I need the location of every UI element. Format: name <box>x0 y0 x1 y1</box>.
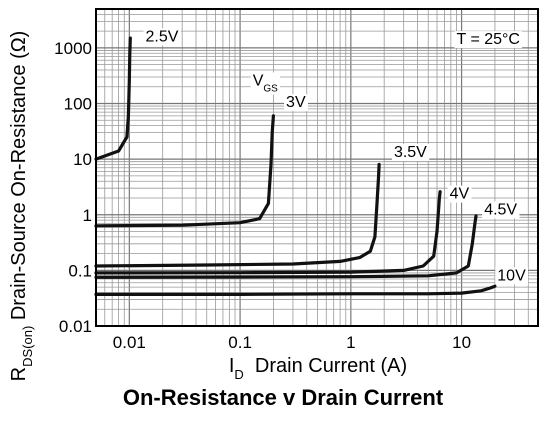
annotation-background <box>454 31 522 49</box>
annotation-subscript: GS <box>263 84 278 95</box>
series-label-group: 4.5V <box>482 201 520 219</box>
series-label-background <box>143 28 181 46</box>
series-label: 3V <box>286 94 306 111</box>
series-label-group: 2.5V <box>143 28 181 46</box>
y-tick-label: 0.01 <box>59 317 92 336</box>
x-axis-title-rest: Drain Current (A) <box>244 355 407 377</box>
series-line <box>94 284 497 296</box>
x-tick-label: 0.01 <box>113 333 146 352</box>
curve-layer <box>94 36 497 296</box>
series-label-text: 10V <box>497 267 526 284</box>
series-label-text: 3.5V <box>394 144 427 161</box>
annotation: T = 25°C <box>457 31 520 48</box>
series-label-group: 10V <box>495 267 529 285</box>
label-layer: 2.5V 3V 3.5V 4V 4.5V 10V T = 25°C VGS <box>143 28 529 285</box>
annotation: VGS <box>253 73 278 95</box>
x-tick-label: 0.1 <box>228 333 252 352</box>
series-line <box>94 214 478 279</box>
annotation-group: VGS <box>250 72 281 95</box>
y-tick-label: 1 <box>83 206 92 225</box>
series-line <box>94 36 132 161</box>
y-axis-title-main: R <box>8 367 30 381</box>
y-tick-label: 10 <box>73 150 92 169</box>
y-tick-label: 100 <box>64 95 92 114</box>
x-tick-label: 1 <box>346 333 355 352</box>
y-axis-title: RDS(on) Drain-Source On-Resistance (Ω) <box>8 31 35 382</box>
tick-layer: 0.01 0.1 1 10 0.01 0.1 1 10 100 1000 <box>54 39 471 352</box>
series-label-background <box>482 201 520 219</box>
series-line <box>94 190 442 275</box>
series-line <box>94 114 275 228</box>
series-label: 2.5V <box>146 28 179 45</box>
series-label-background <box>447 185 472 203</box>
series-label-group: 4V <box>447 185 472 203</box>
series-label: 10V <box>497 267 526 284</box>
annotation-text: T = 25°C <box>457 31 520 48</box>
annotation-background <box>250 72 281 95</box>
x-axis-title: ID Drain Current (A) <box>229 355 407 382</box>
series-label-background <box>495 267 529 285</box>
series-label: 4V <box>450 186 470 203</box>
series-line <box>94 162 381 268</box>
plot-frame <box>95 8 539 327</box>
chart-title: On-Resistance v Drain Current <box>123 385 444 410</box>
y-axis-title-sub: DS(on) <box>20 326 35 367</box>
series-label-group: 3V <box>284 94 308 112</box>
annotation-group: T = 25°C <box>454 31 522 49</box>
x-axis-title-main: I <box>229 355 235 377</box>
y-tick-label: 1000 <box>54 39 92 58</box>
x-axis-title-sub: D <box>234 367 243 382</box>
series-label-background <box>284 94 308 112</box>
series-label-text: 4V <box>450 186 470 203</box>
series-label-text: 2.5V <box>146 28 179 45</box>
series-label-text: 4.5V <box>484 201 517 218</box>
y-axis-title-rest: Drain-Source On-Resistance (Ω) <box>8 31 30 326</box>
frame-layer <box>95 8 539 327</box>
series-label: 4.5V <box>484 201 517 218</box>
series-label-group: 3.5V <box>391 143 430 161</box>
y-tick-label: 0.1 <box>68 261 92 280</box>
x-tick-label: 10 <box>452 333 471 352</box>
annotation-text: V <box>253 73 264 90</box>
series-label: 3.5V <box>394 144 427 161</box>
series-label-text: 3V <box>286 94 306 111</box>
series-label-background <box>391 143 430 161</box>
